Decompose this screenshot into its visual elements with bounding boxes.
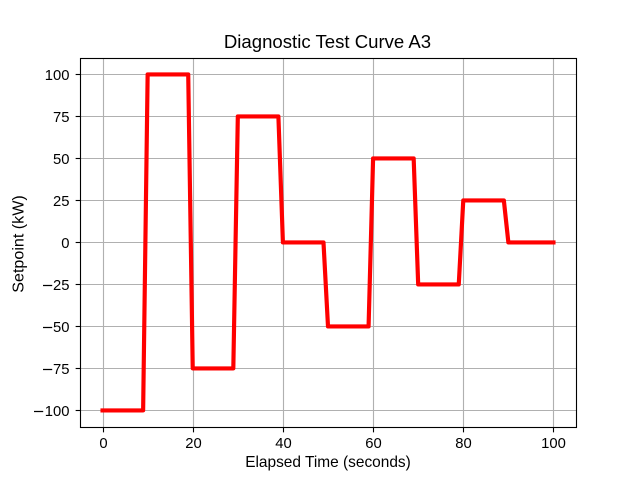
svg-text:0: 0 [61,236,69,252]
svg-text:Elapsed Time (seconds): Elapsed Time (seconds) [245,454,411,471]
svg-text:50: 50 [53,320,69,336]
svg-text:50: 50 [53,152,69,168]
svg-text:100: 100 [541,436,566,452]
svg-text:100: 100 [45,404,70,420]
svg-text:25: 25 [53,278,69,294]
svg-text:Setpoint (kW): Setpoint (kW) [10,195,28,292]
svg-text:80: 80 [455,436,471,452]
svg-text:60: 60 [365,436,381,452]
svg-text:Diagnostic Test Curve A3: Diagnostic Test Curve A3 [224,31,431,52]
svg-text:25: 25 [53,194,69,210]
svg-text:75: 75 [53,362,69,378]
svg-text:0: 0 [99,436,107,452]
svg-text:75: 75 [53,110,69,126]
svg-text:100: 100 [45,68,70,84]
svg-text:40: 40 [275,436,291,452]
svg-text:20: 20 [185,436,201,452]
